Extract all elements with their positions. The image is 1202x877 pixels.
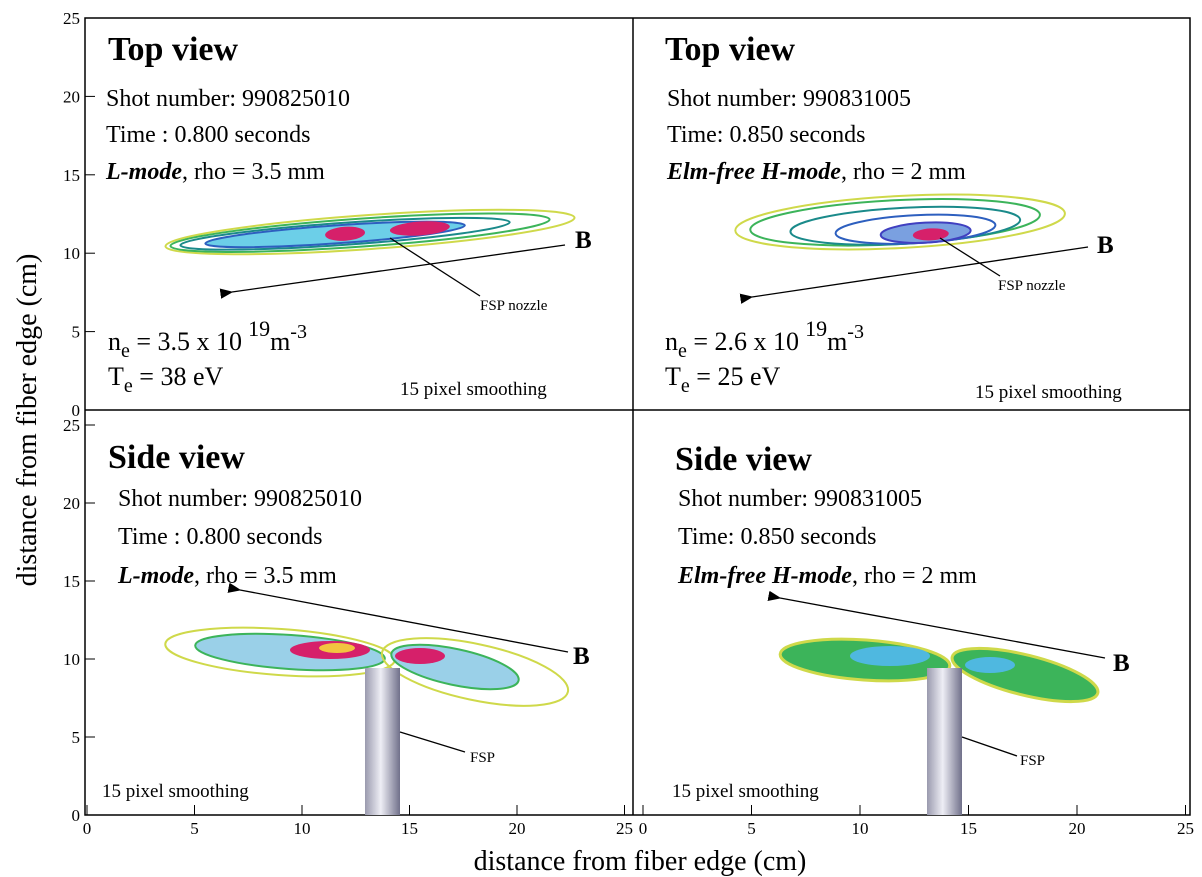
probe-label: FSP nozzle [998, 278, 1066, 294]
mode: L-mode, rho = 3.5 mm [117, 563, 337, 589]
time: Time: 0.850 seconds [678, 524, 876, 550]
time: Time: 0.850 seconds [667, 122, 865, 148]
exponent: -3 [847, 321, 864, 343]
regime-detail: , rho = 2 mm [852, 563, 977, 589]
regime: Elm-free H-mode [666, 159, 841, 185]
regime: L-mode [117, 563, 194, 589]
y-tick-label: 25 [63, 9, 80, 28]
symbol: T [665, 362, 681, 391]
y-tick-label: 0 [72, 401, 81, 420]
x-tick-label: 15 [401, 819, 418, 838]
subscript: e [124, 375, 133, 397]
shot-number: Shot number: 990825010 [118, 486, 362, 512]
time: Time : 0.800 seconds [118, 524, 322, 550]
temperature: Te = 25 eV [665, 362, 780, 397]
y-axis-label: distance from fiber edge (cm) [12, 254, 43, 587]
regime-detail: , rho = 3.5 mm [194, 563, 337, 589]
x-axis-label: distance from fiber edge (cm) [474, 846, 807, 877]
subscript: e [681, 375, 690, 397]
symbol: n [108, 327, 121, 356]
y-tick-label: 5 [72, 728, 81, 747]
y-tick-label: 0 [72, 806, 81, 825]
panel-title: Top view [665, 31, 796, 68]
probe-label: FSP [1020, 753, 1045, 769]
x-tick-label: 20 [509, 819, 526, 838]
x-tick-label: 15 [960, 819, 977, 838]
field-label: B [573, 643, 590, 670]
frames [84, 17, 1191, 816]
probe-label: FSP [470, 750, 495, 766]
x-tick-label: 0 [83, 819, 92, 838]
regime: L-mode [105, 159, 182, 185]
regime-detail: , rho = 2 mm [841, 159, 966, 185]
x-tick-label: 25 [1177, 819, 1194, 838]
exponent: 19 [248, 316, 270, 341]
panel-title: Side view [675, 441, 812, 478]
shot-number: Shot number: 990831005 [667, 86, 911, 112]
field-label: B [1097, 232, 1114, 259]
smoothing: 15 pixel smoothing [102, 781, 249, 802]
y-tick-label: 25 [63, 416, 80, 435]
y-tick-label: 20 [63, 87, 80, 106]
text: = 3.5 x 10 [130, 327, 242, 356]
smoothing: 15 pixel smoothing [975, 382, 1122, 403]
exponent: -3 [290, 321, 307, 343]
subscript: e [678, 340, 687, 362]
time: Time : 0.800 seconds [106, 122, 310, 148]
symbol: T [108, 362, 124, 391]
regime: Elm-free H-mode [677, 563, 852, 589]
mode: Elm-free H-mode, rho = 2 mm [666, 159, 966, 185]
x-tick-label: 5 [190, 819, 199, 838]
probe-label: FSP nozzle [480, 298, 548, 314]
y-tick-label: 10 [63, 244, 80, 263]
x-tick-label: 0 [639, 819, 648, 838]
text: = 38 eV [133, 362, 224, 391]
contour-plot [778, 637, 1100, 815]
x-tick-label: 25 [616, 819, 633, 838]
x-tick-label: 10 [294, 819, 311, 838]
y-tick-label: 10 [63, 650, 80, 669]
shot-number: Shot number: 990825010 [106, 86, 350, 112]
temperature: Te = 38 eV [108, 362, 223, 397]
panel-title: Side view [108, 439, 245, 476]
text: = 25 eV [690, 362, 781, 391]
contour-plot [734, 193, 1066, 251]
unit: m [827, 327, 847, 356]
mode: L-mode, rho = 3.5 mm [105, 159, 325, 185]
x-tick-label: 20 [1069, 819, 1086, 838]
panel-title: Top view [108, 31, 239, 68]
y-tick-label: 15 [63, 166, 80, 185]
y-tick-label: 20 [63, 494, 80, 513]
text: = 2.6 x 10 [687, 327, 799, 356]
shot-number: Shot number: 990831005 [678, 486, 922, 512]
density: ne = 2.6 x 10 19m-3 [665, 316, 864, 362]
contour-plot [164, 626, 570, 815]
x-tick-label: 5 [747, 819, 756, 838]
x-tick-label: 10 [852, 819, 869, 838]
y-tick-label: 5 [72, 323, 81, 342]
unit: m [270, 327, 290, 356]
y-tick-label: 15 [63, 572, 80, 591]
field-label: B [1113, 650, 1130, 677]
symbol: n [665, 327, 678, 356]
subscript: e [121, 340, 130, 362]
smoothing: 15 pixel smoothing [400, 379, 547, 400]
contour-plot [164, 208, 576, 256]
smoothing: 15 pixel smoothing [672, 781, 819, 802]
field-label: B [575, 227, 592, 254]
density: ne = 3.5 x 10 19m-3 [108, 316, 307, 362]
arrows [219, 237, 1106, 757]
exponent: 19 [805, 316, 827, 341]
regime-detail: , rho = 3.5 mm [182, 159, 325, 185]
mode: Elm-free H-mode, rho = 2 mm [677, 563, 977, 589]
